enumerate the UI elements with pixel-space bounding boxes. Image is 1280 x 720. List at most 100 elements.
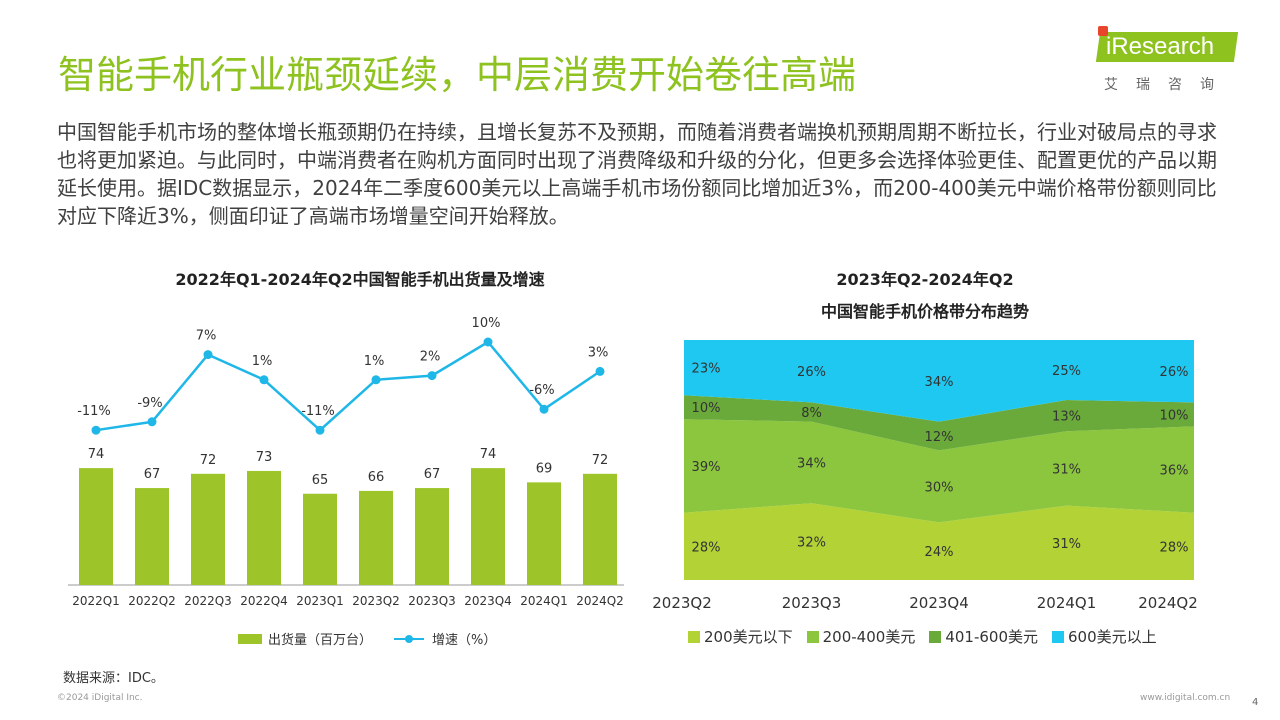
right-legend: 200美元以下 200-400美元 401-600美元 600美元以上 (688, 626, 1157, 647)
bar-2023Q3 (415, 488, 449, 585)
growth-point (595, 366, 605, 376)
area-1 (684, 419, 1194, 523)
area-value-label: 31% (1052, 537, 1081, 552)
x-tick-label: 2023Q3 (782, 594, 842, 612)
bar-value-label: 65 (312, 473, 329, 488)
summary-paragraph: 中国智能手机市场的整体增长瓶颈期仍在持续，且增长复苏不及预期，而随着消费者端换机… (57, 120, 1217, 228)
legend-bar-swatch (238, 633, 262, 644)
bar-value-label: 73 (256, 450, 273, 465)
left-legend: 出货量（百万台） 增速（%） (238, 629, 496, 648)
x-tick-label: 2024Q1 (1037, 594, 1097, 612)
legend-line-label: 增速（%） (432, 633, 497, 648)
bar-value-label: 69 (536, 461, 553, 476)
legend-swatch-over-600 (1052, 630, 1065, 643)
area-value-label: 30% (925, 480, 954, 495)
growth-line (95, 340, 601, 432)
x-tick-label: 2024Q2 (576, 594, 624, 608)
growth-label: 1% (252, 354, 273, 369)
area-value-label: 8% (801, 406, 822, 421)
page-number: 4 (1252, 697, 1259, 708)
logo-dot-icon (1098, 26, 1108, 36)
x-tick-label: 2024Q2 (1138, 594, 1198, 612)
bar-value-label: 66 (368, 470, 385, 485)
growth-label: 3% (588, 345, 609, 360)
growth-point (147, 417, 157, 427)
area-value-label: 31% (1052, 462, 1081, 477)
area-0 (684, 503, 1194, 580)
price-band-chart: 28% 32% 24% 31% 28% 39% 34% 30% 31% 36% 10% 8% 12% 13… (652, 340, 1198, 612)
area-value-label: 13% (1052, 410, 1081, 425)
x-tick-label: 2023Q3 (408, 594, 456, 608)
x-tick-label: 2023Q2 (652, 594, 712, 612)
legend-swatch-200-400 (806, 630, 819, 643)
legend-label-200-400: 200-400美元 (822, 628, 916, 646)
growth-point (259, 375, 269, 385)
area-value-label: 32% (797, 536, 826, 551)
x-tick-label: 2023Q4 (464, 594, 512, 608)
x-tick-label: 2023Q4 (909, 594, 969, 612)
legend-bar-label: 出货量（百万台） (268, 633, 373, 648)
x-tick-label: 2023Q2 (352, 594, 400, 608)
legend-label-over-600: 600美元以上 (1068, 628, 1157, 646)
bar-2024Q2 (583, 473, 617, 585)
x-tick-label: 2022Q3 (184, 594, 232, 608)
area-2 (684, 395, 1194, 451)
bar-2022Q2 (135, 488, 169, 585)
bar-value-label: 74 (88, 447, 105, 462)
x-tick-label: 2024Q1 (520, 594, 568, 608)
area-value-label: 26% (1160, 365, 1189, 380)
area-value-label: 25% (1052, 364, 1081, 379)
bar-2023Q1 (303, 493, 337, 585)
bar-value-label: 74 (480, 447, 497, 462)
x-tick-label: 2022Q4 (240, 594, 288, 608)
bar-2023Q4 (471, 468, 505, 585)
growth-label: 2% (420, 350, 441, 365)
left-chart-title: 2022年Q1-2024年Q2中国智能手机出货量及增速 (175, 270, 545, 289)
bar-2024Q1 (527, 482, 561, 585)
area-value-label: 39% (692, 460, 721, 475)
growth-point (315, 425, 325, 435)
area-3 (684, 340, 1194, 422)
bar-2022Q3 (191, 473, 225, 585)
bar-2023Q2 (359, 490, 393, 585)
area-value-label: 28% (692, 540, 721, 555)
legend-line-swatch (394, 634, 425, 643)
data-source: 数据来源：IDC。 (63, 671, 164, 686)
bar-value-label: 67 (144, 467, 161, 482)
bar-2022Q1 (79, 468, 113, 585)
area-value-label: 26% (797, 365, 826, 380)
legend-label-401-600: 401-600美元 (945, 628, 1039, 646)
right-chart-title: 2023年Q2-2024年Q2 (836, 270, 1014, 289)
growth-point (203, 350, 213, 360)
x-tick-label: 2022Q2 (128, 594, 176, 608)
bar-value-label: 67 (424, 467, 441, 482)
area-value-label: 36% (1160, 464, 1189, 479)
area-value-label: 28% (1160, 540, 1189, 555)
copyright: ©2024 iDigital Inc. (57, 693, 143, 703)
logo-text: iResearch (1106, 33, 1215, 60)
legend-swatch-under-200 (688, 630, 700, 643)
bar-2022Q4 (247, 470, 281, 585)
logo-subtitle: 艾瑞咨询 (1104, 77, 1232, 93)
x-tick-label: 2023Q1 (296, 594, 344, 608)
bar-value-label: 72 (200, 453, 217, 468)
growth-point (91, 425, 101, 435)
page-title: 智能手机行业瓶颈延续，中层消费开始卷往高端 (58, 53, 857, 97)
area-value-label: 10% (1160, 408, 1189, 423)
growth-label: 10% (472, 316, 501, 331)
legend-swatch-401-600 (929, 630, 942, 643)
area-value-label: 10% (692, 401, 721, 416)
growth-label: -6% (529, 383, 554, 398)
area-value-label: 34% (925, 375, 954, 390)
area-value-label: 34% (797, 456, 826, 471)
legend-label-under-200: 200美元以下 (704, 628, 793, 646)
area-value-label: 23% (692, 362, 721, 377)
growth-label: 1% (364, 354, 385, 369)
bar-value-label: 72 (592, 453, 609, 468)
growth-point (483, 337, 493, 347)
website: www.idigital.com.cn (1140, 693, 1231, 703)
growth-label: -11% (301, 404, 335, 419)
growth-label: -9% (137, 396, 162, 411)
iresearch-logo: iResearch 艾瑞咨询 (1095, 26, 1248, 96)
